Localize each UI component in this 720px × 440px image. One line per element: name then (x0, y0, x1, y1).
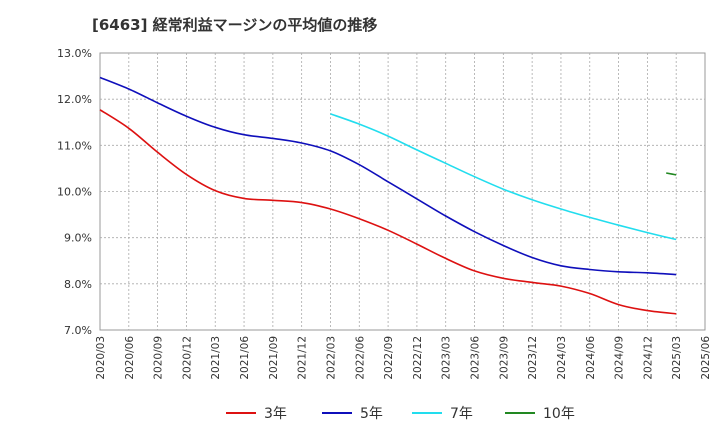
x-tick-label: 2022/12 (412, 336, 424, 380)
series-line-0 (99, 109, 677, 315)
x-tick-label: 2024/06 (585, 336, 597, 380)
x-tick-label: 2020/03 (95, 336, 107, 380)
chart-title: [6463] 経常利益マージンの平均値の推移 (92, 16, 378, 34)
plot-area (99, 52, 706, 331)
y-tick-label: 8.0% (64, 278, 92, 291)
x-tick-label: 2023/06 (470, 336, 482, 380)
x-tick-label: 2020/12 (181, 336, 193, 380)
x-tick-label: 2024/03 (556, 336, 568, 380)
x-tick-label: 2021/12 (297, 336, 309, 380)
series-line-3 (666, 172, 677, 176)
legend-label-1: 5年 (360, 406, 383, 422)
x-tick-label: 2022/06 (354, 336, 366, 380)
y-tick-label: 7.0% (64, 324, 92, 337)
x-tick-label: 2023/12 (527, 336, 539, 380)
series-line-1 (99, 76, 677, 276)
legend-label-0: 3年 (264, 406, 287, 422)
x-tick-label: 2024/12 (642, 336, 654, 380)
x-tick-label: 2021/09 (268, 336, 280, 380)
y-tick-label: 9.0% (64, 232, 92, 245)
y-tick-label: 11.0% (57, 139, 92, 152)
series-line-2 (330, 113, 677, 241)
x-tick-label: 2020/06 (124, 336, 136, 380)
y-tick-label: 10.0% (57, 186, 92, 199)
y-tick-label: 12.0% (57, 93, 92, 106)
y-tick-label: 13.0% (57, 47, 92, 60)
x-tick-label: 2021/06 (239, 336, 251, 380)
x-tick-label: 2022/09 (383, 336, 395, 380)
x-tick-label: 2022/03 (325, 336, 337, 380)
x-tick-label: 2023/03 (441, 336, 453, 380)
x-tick-label: 2020/09 (153, 336, 165, 380)
x-tick-label: 2021/03 (210, 336, 222, 380)
legend-label-3: 10年 (543, 406, 575, 422)
x-tick-label: 2025/03 (671, 336, 683, 380)
legend-label-2: 7年 (450, 406, 473, 422)
x-tick-label: 2025/06 (700, 336, 712, 380)
x-tick-label: 2023/09 (498, 336, 510, 380)
x-tick-label: 2024/09 (614, 336, 626, 380)
